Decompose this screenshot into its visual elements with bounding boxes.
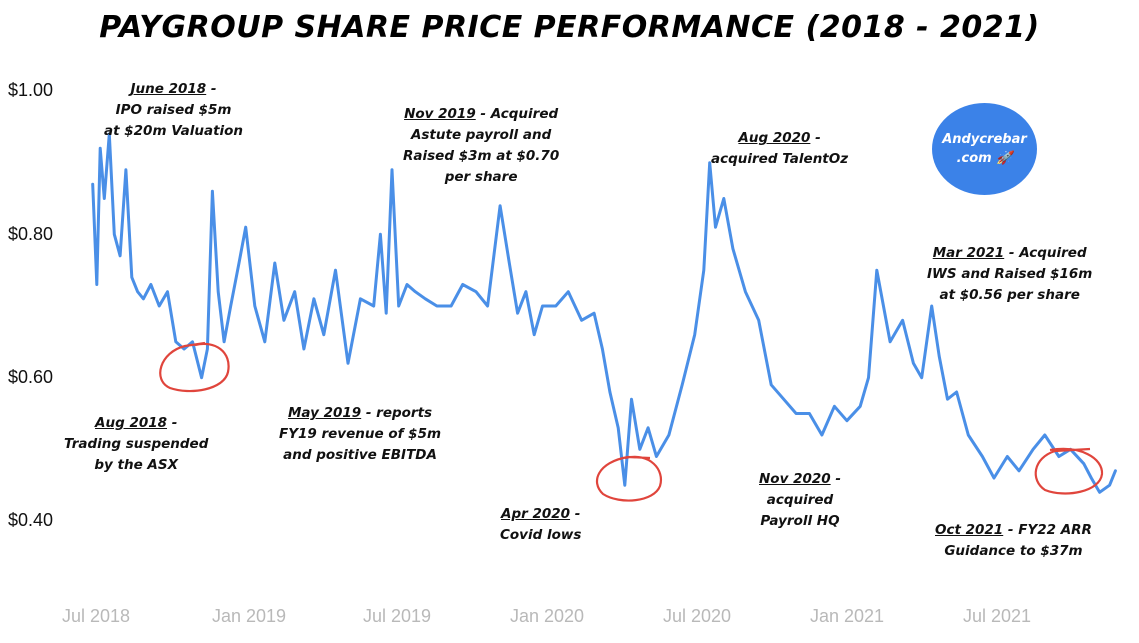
annotation-line: Covid lows <box>500 527 582 543</box>
annotation-heading: Nov 2020 <box>759 471 831 487</box>
highlight-circles <box>159 341 1104 502</box>
annotation-line: Trading suspended <box>64 436 209 452</box>
annotation-heading-rest: - <box>167 415 178 431</box>
highlight-circle-apr-2020 <box>595 455 663 502</box>
annotation-heading: Aug 2018 <box>95 415 168 431</box>
annotation-nov-2020: Nov 2020 - acquired Payroll HQ <box>759 469 841 532</box>
annotation-heading-rest: - Acquired <box>475 106 559 122</box>
x-tick-label: Jul 2021 <box>962 606 1032 626</box>
annotation-mar-2021: Mar 2021 - Acquired IWS and Raised $16m … <box>927 243 1092 306</box>
chart-title: PAYGROUP SHARE PRICE PERFORMANCE (2018 -… <box>99 10 1040 45</box>
annotation-line: acquired TalentOz <box>711 151 849 167</box>
annotation-line: acquired <box>766 492 834 508</box>
annotation-line: Guidance to $37m <box>944 543 1083 559</box>
y-tick-label: $0.80 <box>8 224 54 244</box>
x-tick-label: Jan 2020 <box>509 606 585 626</box>
x-tick-label: Jul 2018 <box>61 606 131 626</box>
badge-text: Andycrebar <box>942 132 1027 147</box>
y-tick-label: $1.00 <box>8 80 54 100</box>
annotation-heading-rest: - Acquired <box>1004 245 1087 261</box>
annotation-heading-rest: - <box>570 506 581 522</box>
annotation-oct-2021: Oct 2021 - FY22 ARR Guidance to $37m <box>935 520 1092 562</box>
x-tick-label: Jan 2021 <box>809 606 885 626</box>
annotation-line: FY19 revenue of $5m <box>279 426 442 442</box>
x-tick-label: Jul 2019 <box>362 606 432 626</box>
annotation-heading: Aug 2020 <box>738 130 811 146</box>
annotation-heading: May 2019 <box>287 405 362 421</box>
annotation-june-2018: June 2018 - IPO raised $5m at $20m Valua… <box>104 79 243 142</box>
annotation-line: Payroll HQ <box>760 513 840 529</box>
annotation-heading: Apr 2020 <box>501 506 571 522</box>
andycrebar-badge[interactable]: Andycrebar .com 🚀 <box>932 103 1037 195</box>
x-tick-label: Jan 2019 <box>211 606 287 626</box>
annotation-line: Astute payroll and <box>410 127 552 143</box>
annotation-heading-rest: - <box>810 130 821 146</box>
y-tick-label: $0.40 <box>8 510 54 530</box>
annotation-line: at $0.56 per share <box>939 287 1080 303</box>
annotation-may-2019: May 2019 - reports FY19 revenue of $5m a… <box>279 403 441 466</box>
annotation-line: and positive EBITDA <box>283 447 437 463</box>
annotation-line: IPO raised $5m <box>115 102 232 118</box>
annotation-line: by the ASX <box>94 457 179 473</box>
annotation-aug-2018: Aug 2018 - Trading suspended by the ASX <box>64 413 208 476</box>
annotation-line: Raised $3m at $0.70 <box>403 148 560 164</box>
annotation-apr-2020: Apr 2020 - Covid lows <box>500 504 581 546</box>
annotation-line: IWS and Raised $16m <box>927 266 1093 282</box>
annotation-heading: Oct 2021 <box>935 522 1004 538</box>
share-price-line <box>91 132 1117 494</box>
annotation-heading: Mar 2021 <box>932 245 1005 261</box>
highlight-circle-oct-2021 <box>1034 447 1104 495</box>
annotation-heading-rest: - FY22 ARR <box>1003 522 1092 538</box>
badge-text-domain: .com 🚀 <box>956 151 1013 166</box>
annotation-line: per share <box>444 169 518 185</box>
annotation-heading-rest: - <box>830 471 841 487</box>
annotation-heading-rest: - <box>206 81 217 97</box>
annotation-nov-2019: Nov 2019 - Acquired Astute payroll and R… <box>403 104 559 188</box>
highlight-circle-aug-2018 <box>159 341 230 393</box>
annotation-aug-2020: Aug 2020 - acquired TalentOz <box>711 128 848 170</box>
x-tick-label: Jul 2020 <box>662 606 732 626</box>
annotation-line: at $20m Valuation <box>104 123 244 139</box>
y-tick-label: $0.60 <box>8 367 54 387</box>
annotation-heading: Nov 2019 <box>404 106 476 122</box>
annotation-heading-rest: - reports <box>361 405 433 421</box>
annotation-heading: June 2018 <box>130 81 207 97</box>
